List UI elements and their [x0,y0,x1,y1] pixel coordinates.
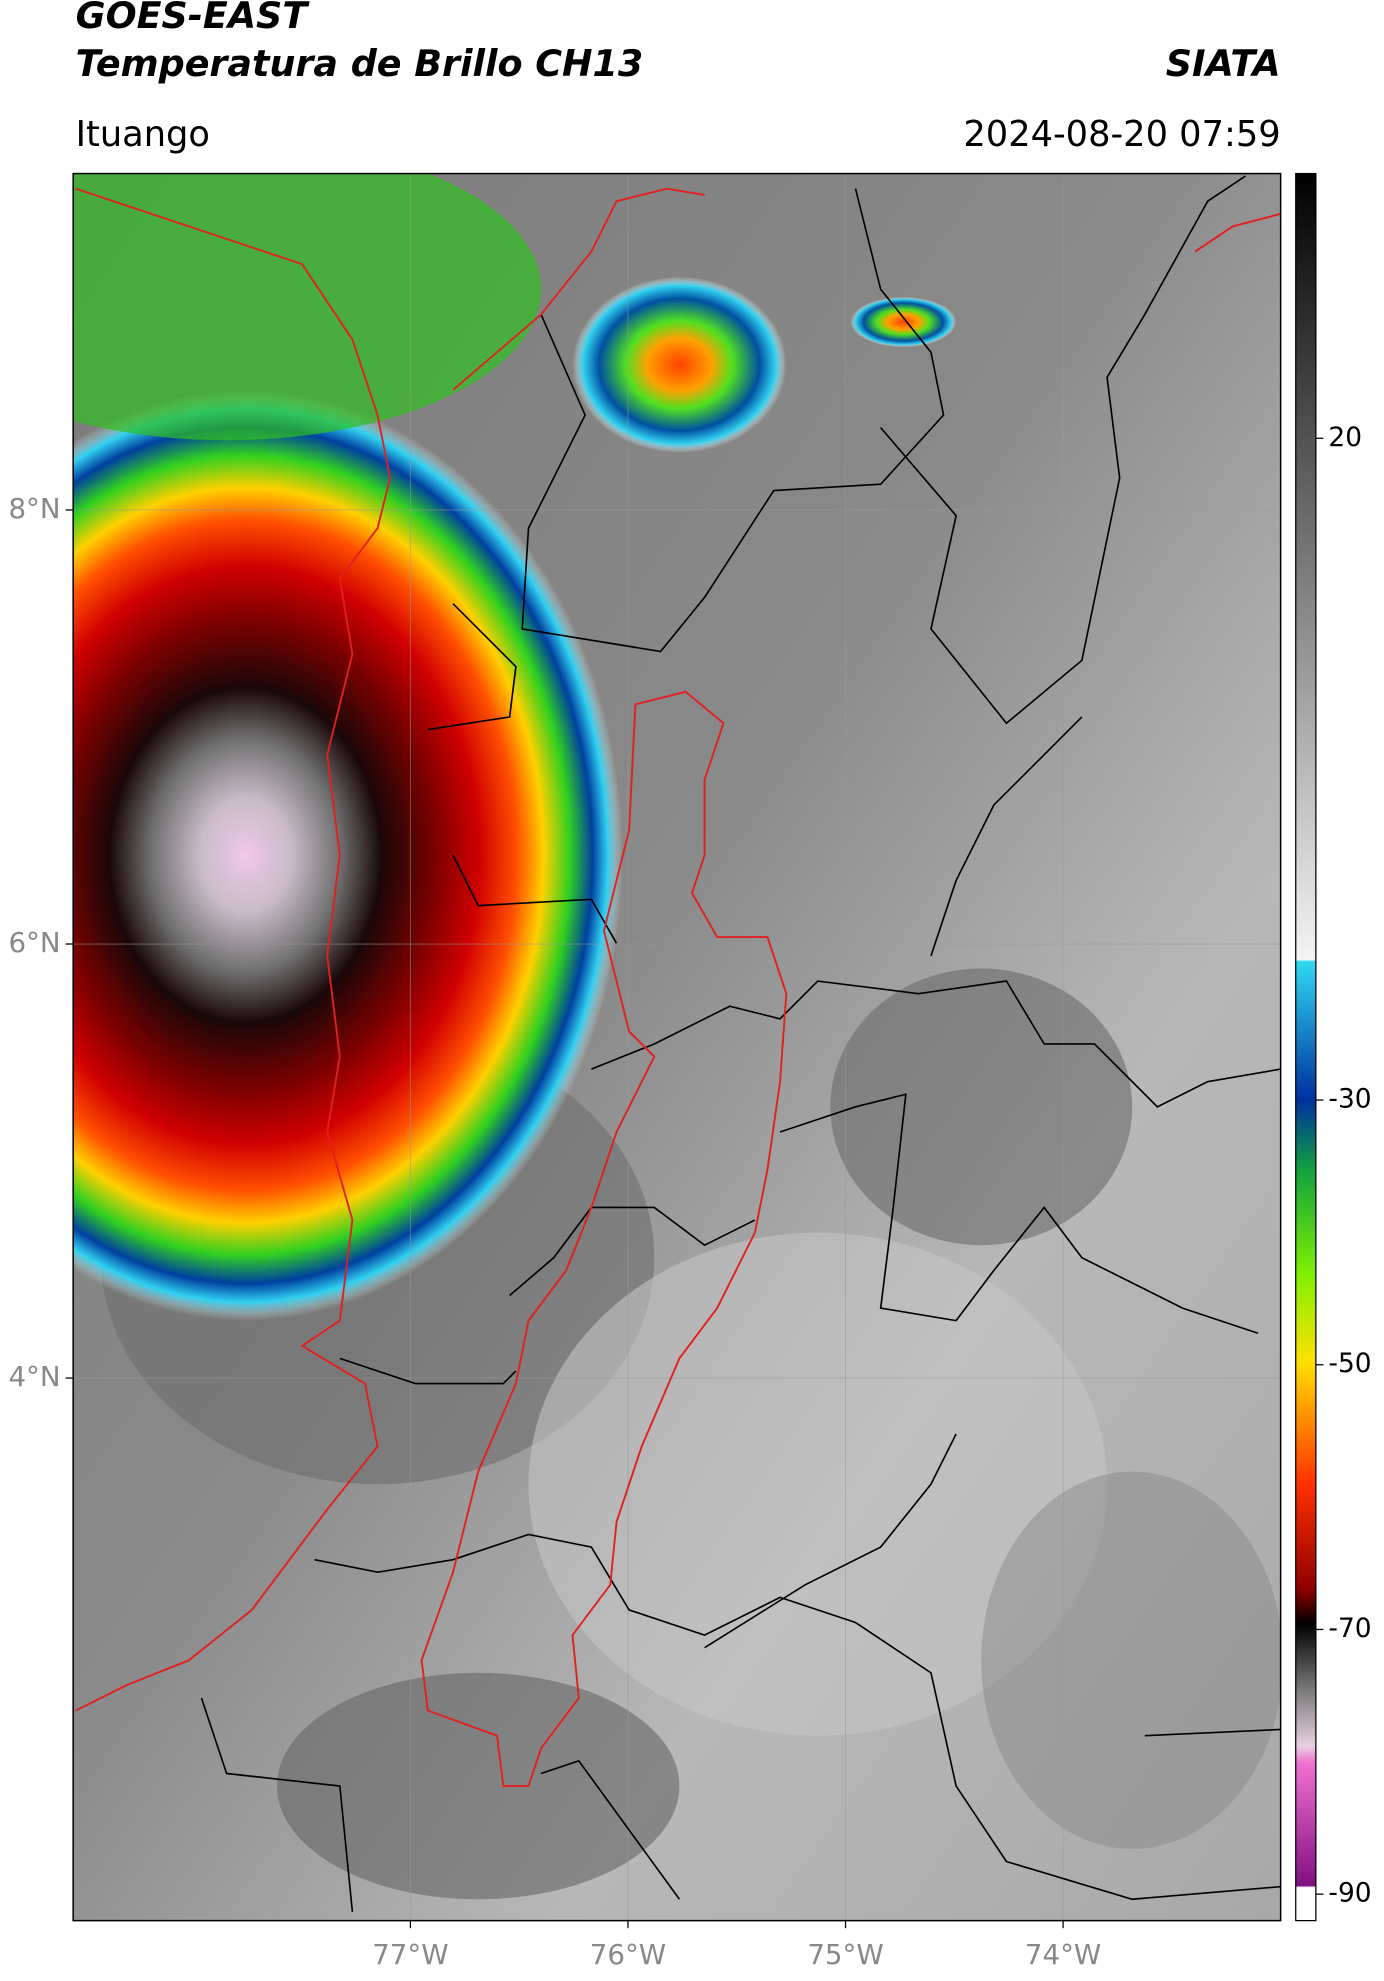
x-tick-label: 77°W [372,1938,448,1971]
datetime: 2024-08-20 07:59 [963,114,1280,155]
colorbar-tick-label: -90 [1328,1878,1371,1909]
boundaries-red [75,187,1281,1787]
x-tick-label: 74°W [1025,1938,1101,1971]
x-tick-label: 76°W [590,1938,666,1971]
colorbar-tick-label: 20 [1328,422,1362,453]
map-frame [72,172,1282,1922]
colorbar [1295,172,1317,1922]
x-tick-label: 75°W [807,1938,883,1971]
title: GOES-EAST [76,0,311,37]
ticks: 77°W 76°W 75°W 74°W 8°N 6°N 4°N 20 -30 -50 -70 -90 [8,422,1371,1971]
subtitle: Temperatura de Brillo CH13 [76,42,644,85]
colorbar-tick-label: -30 [1328,1084,1371,1115]
source: SIATA [1166,42,1281,85]
satellite-image [73,173,1281,1921]
colorbar-tick-label: -70 [1328,1613,1371,1644]
y-tick-label: 8°N [8,492,60,525]
colorbar-tick-label: -50 [1328,1348,1371,1379]
y-tick-label: 4°N [8,1360,60,1393]
grid [73,173,1281,1921]
borders [200,175,1281,1912]
y-tick-label: 6°N [8,926,60,959]
location: Ituango [76,114,210,155]
